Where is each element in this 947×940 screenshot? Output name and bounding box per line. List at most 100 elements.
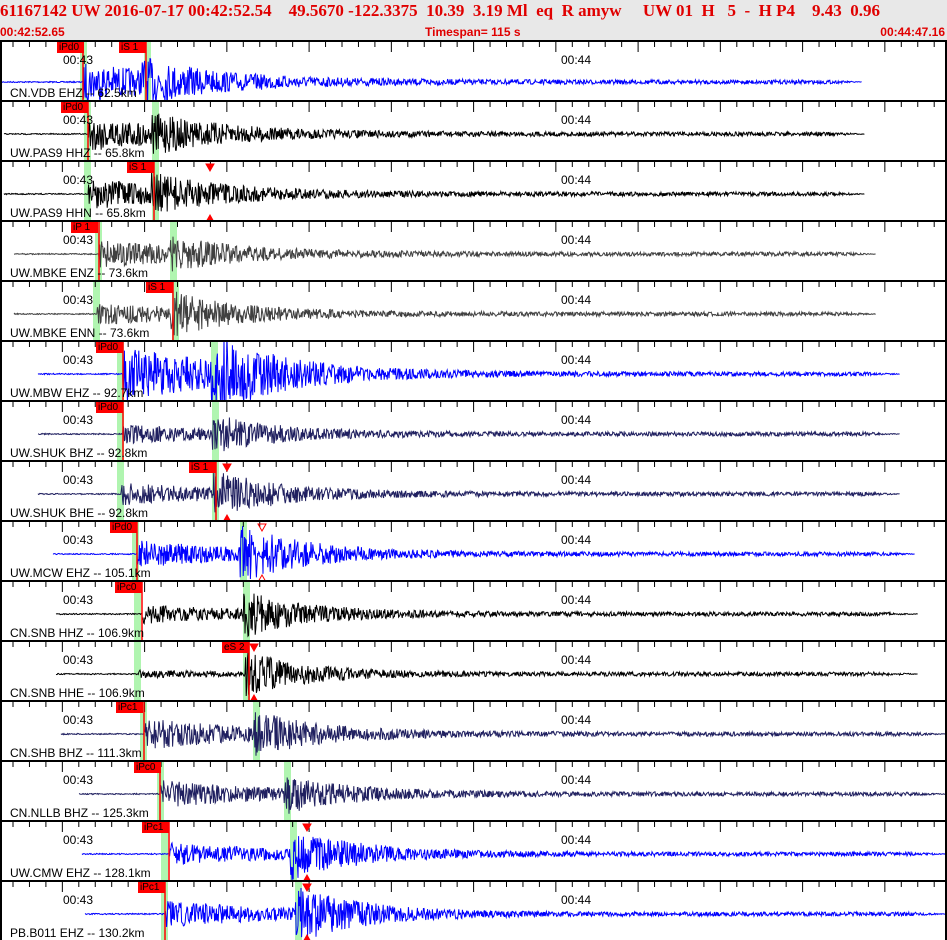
p-pick-label[interactable]: iPc1 xyxy=(142,822,169,833)
trace-panel[interactable]: 00:43 00:44 iPc1 CN.SHB BHZ -- 111.3km xyxy=(0,700,947,760)
station-label: CN.NLLB BHZ -- 125.3km xyxy=(10,806,149,820)
left-border xyxy=(0,40,2,940)
waveform-plot xyxy=(12,462,935,520)
p-pick-label[interactable]: iPd0 xyxy=(57,42,84,53)
s-pick-label[interactable]: iS 1 xyxy=(189,462,216,473)
s-pick-label[interactable]: iS 1 xyxy=(146,282,173,293)
trace-panel[interactable]: 00:43 00:44 iPd0 UW.PAS9 HHZ -- 65.8km xyxy=(0,100,947,160)
amplitude-marker-icon xyxy=(250,693,258,700)
time-label: 00:44 xyxy=(561,833,592,847)
station-label: UW.SHUK BHZ -- 92.8km xyxy=(10,446,148,460)
waveform xyxy=(78,777,946,814)
waveform-plot xyxy=(12,882,946,940)
trace-panel[interactable]: 00:43 00:44 iPd0 UW.MBW EHZ -- 92.7km xyxy=(0,340,947,400)
station-label: CN.VDB EHZ -- 62.5km xyxy=(10,86,137,100)
station-label: UW.SHUK BHE -- 92.8km xyxy=(10,506,149,520)
pick-window xyxy=(132,522,139,580)
waveform xyxy=(37,417,900,452)
time-label: 00:44 xyxy=(561,113,592,127)
waveform-plot xyxy=(12,822,946,880)
trace-panel[interactable]: 00:43 00:44 iP 1 UW.MBKE ENZ -- 73.6km xyxy=(0,220,947,280)
amplitude-marker-icon xyxy=(258,573,266,580)
time-label: 00:44 xyxy=(561,893,592,907)
trace-panel[interactable]: 00:43 00:44 iPd0 UW.MCW EHZ -- 105.1km xyxy=(0,520,947,580)
p-pick-label[interactable]: iPd0 xyxy=(96,342,123,353)
time-label: 00:43 xyxy=(63,113,94,127)
time-label: 00:44 xyxy=(561,713,592,727)
timespan: Timespan= 115 s xyxy=(425,25,521,39)
pick-window xyxy=(134,582,141,640)
p-pick-label[interactable]: iPc0 xyxy=(134,762,161,773)
waveform xyxy=(3,113,865,154)
time-label: 00:44 xyxy=(561,533,592,547)
pick-window xyxy=(84,162,91,220)
pick-window xyxy=(117,342,124,400)
time-label: 00:43 xyxy=(63,833,94,847)
station-label: CN.SNB HHE -- 106.9km xyxy=(10,686,145,700)
amplitude-marker-icon xyxy=(303,933,311,940)
waveform-plot xyxy=(12,342,935,400)
trace-panel[interactable]: 00:43 00:44 iS 1 UW.PAS9 HHN -- 65.8km xyxy=(0,160,947,220)
time-label: 00:43 xyxy=(63,773,94,787)
pick-window xyxy=(243,582,250,640)
amplitude-marker-icon xyxy=(303,873,311,880)
waveform-plot xyxy=(12,582,935,640)
waveform xyxy=(84,887,946,938)
p-pick-label[interactable]: iPc1 xyxy=(116,702,143,713)
trace-panel[interactable]: 00:43 00:44 iPc1 UW.CMW EHZ -- 128.1km xyxy=(0,820,947,880)
p-pick-label[interactable]: iPc1 xyxy=(138,882,165,893)
s-pick-label[interactable]: iS 1 xyxy=(119,42,146,53)
trace-panel[interactable]: 00:43 00:44 iPc0 CN.SNB HHZ -- 106.9km xyxy=(0,580,947,640)
waveform-plot xyxy=(12,222,935,280)
trace-panel[interactable]: 00:43 00:44 iS 1 UW.SHUK BHE -- 92.8km xyxy=(0,460,947,520)
pick-window xyxy=(243,642,250,700)
amplitude-marker-icon xyxy=(249,643,259,653)
pick-window xyxy=(240,522,247,580)
trace-panel[interactable]: 00:43 00:44 iPd0 UW.SHUK BHZ -- 92.8km xyxy=(0,400,947,460)
waveform xyxy=(3,172,865,212)
station-label: CN.SNB HHZ -- 106.9km xyxy=(10,626,145,640)
right-border xyxy=(945,40,947,940)
waveform-plot xyxy=(3,102,935,160)
p-pick-label[interactable]: iPd0 xyxy=(96,402,123,413)
pick-window xyxy=(144,42,151,100)
amplitude-marker-icon xyxy=(302,823,312,833)
pick-window xyxy=(161,822,168,880)
time-label: 00:44 xyxy=(561,233,592,247)
event-summary: 61167142 UW 2016-07-17 00:42:52.54 49.56… xyxy=(0,1,881,20)
waveform xyxy=(37,469,900,513)
amplitude-marker-icon xyxy=(257,523,267,533)
amplitude-marker-icon xyxy=(222,463,232,473)
trace-panel[interactable]: 00:43 00:44 eS 2 CN.SNB HHE -- 106.9km xyxy=(0,640,947,700)
time-label: 00:43 xyxy=(63,533,94,547)
time-label: 00:44 xyxy=(561,473,592,487)
time-label: 00:43 xyxy=(63,653,94,667)
time-label: 00:43 xyxy=(63,593,94,607)
trace-panel[interactable]: 00:43 00:44 iS 1 UW.MBKE ENN -- 73.6km xyxy=(0,280,947,340)
pick-window xyxy=(134,642,141,700)
s-pick-label[interactable]: eS 2 xyxy=(222,642,249,653)
event-header: 61167142 UW 2016-07-17 00:42:52.54 49.56… xyxy=(0,0,947,40)
time-label: 00:44 xyxy=(561,593,592,607)
trace-panel[interactable]: 00:43 00:44 iPd0 iS 1 CN.VDB EHZ -- 62.5km xyxy=(0,40,947,100)
trace-panel[interactable]: 00:43 00:44 iPc0 CN.NLLB BHZ -- 125.3km xyxy=(0,760,947,820)
time-label: 00:43 xyxy=(63,233,94,247)
station-label: CN.SHB BHZ -- 111.3km xyxy=(10,746,142,760)
p-pick-label[interactable]: iP 1 xyxy=(71,222,98,233)
time-label: 00:43 xyxy=(63,293,94,307)
pick-window xyxy=(253,702,260,760)
time-label: 00:44 xyxy=(561,653,592,667)
trace-panel[interactable]: 00:43 00:44 iPc1 PB.B011 EHZ -- 130.2km xyxy=(0,880,947,940)
s-pick-label[interactable]: iS 1 xyxy=(127,162,154,173)
waveform xyxy=(81,836,946,880)
p-pick-label[interactable]: iPd0 xyxy=(61,102,88,113)
time-label: 00:43 xyxy=(63,473,94,487)
waveform xyxy=(55,593,918,638)
p-pick-label[interactable]: iPd0 xyxy=(110,522,137,533)
p-pick-label[interactable]: iPc0 xyxy=(115,582,142,593)
time-label: 00:43 xyxy=(63,893,94,907)
pick-window xyxy=(117,402,124,460)
amplitude-marker-icon xyxy=(302,883,312,893)
time-label: 00:44 xyxy=(561,293,592,307)
amplitude-marker-icon xyxy=(223,513,231,520)
